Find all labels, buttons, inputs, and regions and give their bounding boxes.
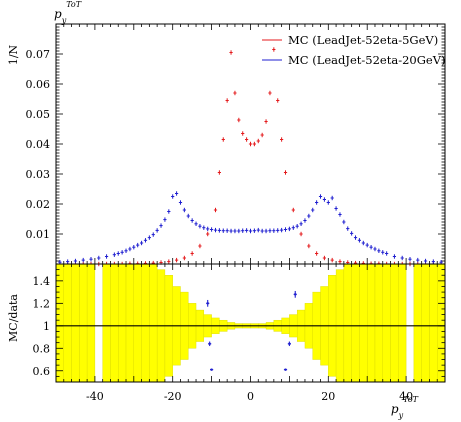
x-tick-label: -40 [86, 390, 104, 403]
x-axis-label-sub: y [398, 411, 404, 420]
legend-label-mc2: MC (LeadJet-52eta-20GeV) [288, 53, 446, 67]
ratio-band-bin [367, 263, 376, 383]
y-tick-label: 0.07 [26, 48, 51, 61]
y-tick-label: 0.01 [26, 228, 51, 241]
x-tick-label: 0 [247, 390, 254, 403]
ratio-band-bin [133, 263, 142, 383]
ratio-band-bin [63, 263, 72, 383]
ratio-band-bin [102, 263, 111, 383]
ratio-band-bin [437, 263, 446, 383]
y-tick-label: 0.05 [26, 108, 51, 121]
ratio-band-bin [55, 263, 64, 383]
ratio-y-tick-label: 0.8 [33, 342, 51, 355]
ratio-y-tick-label: 1 [43, 320, 50, 333]
ratio-y-tick-label: 1.4 [33, 275, 51, 288]
ratio-band-bin [374, 263, 383, 383]
ratio-band-bin [413, 263, 422, 383]
top-title-sub: y [61, 16, 67, 25]
legend: MC (LeadJet-52eta-5GeV) MC (LeadJet-52et… [262, 33, 446, 67]
ratio-band-bin [359, 263, 368, 383]
y-tick-label: 0.03 [26, 168, 51, 181]
ratio-point-marker [210, 368, 213, 371]
x-tick-label: 20 [321, 390, 335, 403]
ratio-band-bin [79, 263, 88, 383]
ratio-point-marker [294, 293, 297, 296]
ratio-band-bin [421, 263, 430, 383]
x-tick-label: -20 [164, 390, 182, 403]
legend-label-mc1: MC (LeadJet-52eta-5GeV) [288, 33, 438, 47]
ratio-point-marker [206, 302, 209, 305]
x-tick-label: 40 [399, 390, 413, 403]
ratio-band-bin [382, 263, 391, 383]
ratio-band-bin [86, 263, 96, 383]
ratio-band-bin [110, 263, 119, 383]
top-ylabel: 1/N [7, 44, 20, 65]
ratio-band-bin [71, 263, 80, 383]
ratio-band-bin [390, 263, 399, 383]
y-tick-label: 0.04 [26, 138, 51, 151]
ratio-point-marker [288, 342, 291, 345]
ratio-panel: -40 -20 0 20 40 0.6 0.8 1 1.2 1.4 [33, 263, 446, 403]
ratio-band-bin [149, 263, 158, 383]
y-tick-label: 0.06 [26, 78, 51, 91]
ratio-y-tick-label: 0.6 [33, 365, 51, 378]
ratio-band-bin [343, 263, 352, 383]
ratio-band-bin [398, 263, 407, 383]
ratio-band-bin [351, 263, 360, 383]
ratio-band-bin [118, 263, 127, 383]
y-tick-label: 0.02 [26, 198, 51, 211]
ratio-y-tick-label: 1.2 [33, 297, 51, 310]
ratio-point-marker [284, 368, 287, 371]
bottom-ylabel: MC/data [7, 294, 20, 342]
x-axis-label-sup: ToT [403, 395, 419, 404]
top-title: pyToT [54, 0, 82, 25]
ratio-band-bin [429, 263, 438, 383]
ratio-band-bin [125, 263, 134, 383]
ratio-band-bin [141, 263, 150, 383]
top-title-sup: ToT [66, 0, 82, 9]
ratio-point-marker [208, 342, 211, 345]
x-axis-label: pyToT [391, 395, 419, 420]
